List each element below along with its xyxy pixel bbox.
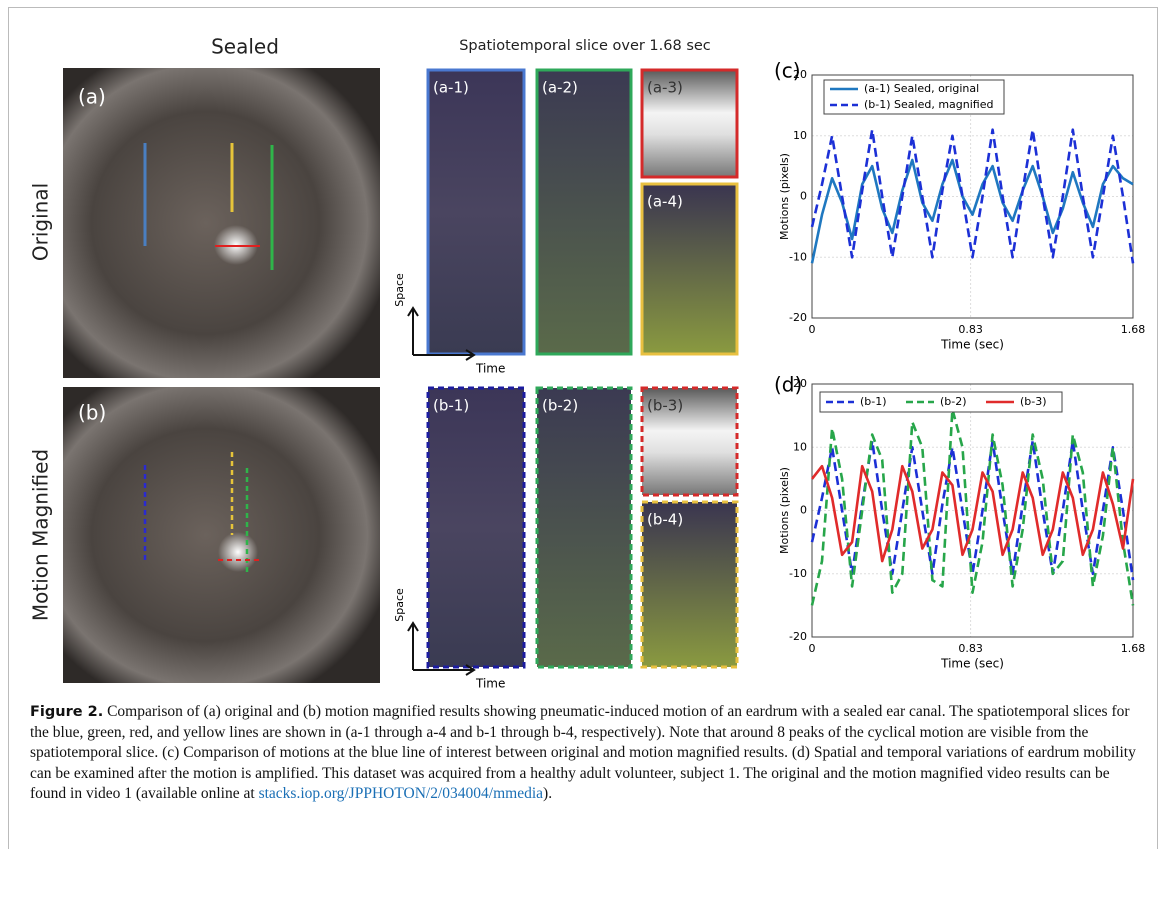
axes-frame bbox=[811, 383, 1134, 638]
y-tick-label: -10 bbox=[789, 567, 807, 580]
axes-arrow bbox=[407, 621, 476, 676]
slice-panel bbox=[640, 386, 739, 497]
panel-label: (a) bbox=[78, 85, 106, 109]
slice-panel bbox=[535, 68, 633, 356]
x-tick-label: 0.83 bbox=[958, 323, 983, 336]
y-axis-label: Motions (pixels) bbox=[778, 153, 791, 240]
y-tick-label: -20 bbox=[789, 311, 807, 324]
y-tick-label: 0 bbox=[800, 504, 807, 517]
axes-frame bbox=[811, 74, 1134, 319]
caption: Figure 2. Comparison of (a) original and… bbox=[30, 702, 1140, 805]
figure-frame bbox=[8, 7, 1158, 849]
y-tick-label: 20 bbox=[793, 377, 807, 390]
slice-label: (b-4) bbox=[647, 511, 683, 529]
slice-panel bbox=[426, 68, 526, 356]
slice-panel bbox=[640, 500, 739, 669]
y-tick-label: 10 bbox=[793, 440, 807, 453]
row-label: Motion Magnified bbox=[29, 449, 53, 621]
arrow-label: Space bbox=[393, 588, 406, 622]
panel-label: (b) bbox=[78, 401, 106, 425]
legend-label: (b-1) bbox=[860, 395, 887, 408]
caption-text: ). bbox=[543, 785, 553, 803]
arrow-label: Space bbox=[393, 273, 406, 307]
series-line bbox=[810, 408, 1135, 606]
legend-label: (b-3) bbox=[1020, 395, 1047, 408]
slice-panel bbox=[640, 68, 739, 179]
slice-label: (b-1) bbox=[433, 397, 469, 415]
series-line bbox=[810, 464, 1135, 563]
legend-label: (b-2) bbox=[940, 395, 967, 408]
arrow-label: Time bbox=[475, 362, 505, 376]
caption-text: Comparison of (a) original and (b) motio… bbox=[30, 703, 1136, 803]
slice-panel bbox=[640, 182, 739, 356]
arrow-label: Time bbox=[475, 677, 505, 691]
photo bbox=[63, 387, 380, 683]
slice-label: (b-3) bbox=[647, 397, 683, 415]
series-line bbox=[810, 158, 1134, 264]
caption-label: Figure 2. bbox=[30, 704, 104, 720]
y-tick-label: 0 bbox=[800, 190, 807, 203]
x-tick-label: 1.68 bbox=[1121, 323, 1146, 336]
y-tick-label: -10 bbox=[789, 250, 807, 263]
highlight bbox=[218, 532, 258, 572]
legend-label: (b-1) Sealed, magnified bbox=[864, 98, 993, 111]
caption-link[interactable]: stacks.iop.org/JPPHOTON/2/034004/mmedia bbox=[258, 785, 544, 803]
x-axis-label: Time (sec) bbox=[940, 338, 1004, 352]
x-tick-label: 0 bbox=[809, 323, 816, 336]
y-axis-label: Motions (pixels) bbox=[778, 467, 791, 554]
y-tick-label: -20 bbox=[789, 630, 807, 643]
axes-arrow bbox=[407, 306, 476, 361]
slice-panel bbox=[535, 386, 633, 669]
chart-title: (c) bbox=[774, 59, 801, 83]
column-label: Sealed bbox=[211, 35, 279, 59]
legend-box bbox=[823, 79, 1005, 115]
y-tick-label: 20 bbox=[793, 68, 807, 81]
figure: Sealed Spatiotemporal slice over 1.68 se… bbox=[29, 35, 1146, 691]
x-tick-label: 0.83 bbox=[958, 642, 983, 655]
series-line bbox=[810, 128, 1135, 264]
slice-label: (a-1) bbox=[433, 79, 469, 97]
slice-label: (a-4) bbox=[647, 193, 683, 211]
slice-panel bbox=[426, 386, 526, 669]
x-tick-label: 0 bbox=[809, 642, 816, 655]
y-tick-label: 10 bbox=[793, 129, 807, 142]
slice-label: (a-3) bbox=[647, 79, 683, 97]
legend-box bbox=[819, 391, 1063, 413]
x-tick-label: 1.68 bbox=[1121, 642, 1146, 655]
x-axis-label: Time (sec) bbox=[940, 657, 1004, 671]
photo bbox=[63, 68, 380, 378]
legend-label: (a-1) Sealed, original bbox=[864, 82, 979, 95]
chart-title: (d) bbox=[774, 373, 802, 397]
column-label: Spatiotemporal slice over 1.68 sec bbox=[459, 38, 711, 54]
row-label: Original bbox=[29, 183, 53, 261]
slice-label: (b-2) bbox=[542, 397, 578, 415]
slice-label: (a-2) bbox=[542, 79, 578, 97]
